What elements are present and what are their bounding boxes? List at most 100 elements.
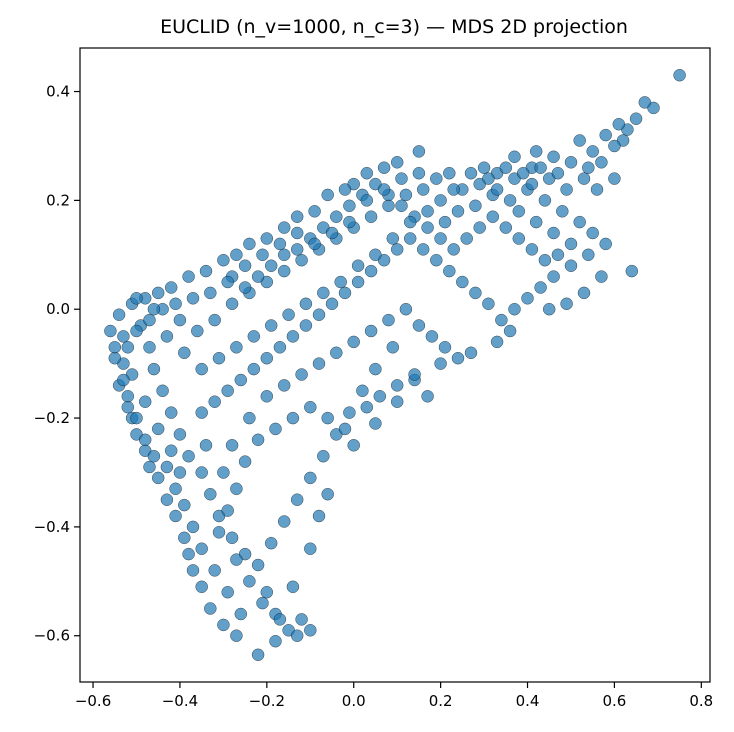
data-point [230,341,243,354]
data-point [291,226,304,240]
data-point [356,384,369,397]
data-point [286,411,300,425]
data-point [178,346,191,359]
plot-frame [79,47,711,683]
data-point [438,215,452,229]
data-point [164,406,178,419]
data-point [556,205,569,218]
data-point [343,199,356,213]
data-point [260,352,273,365]
data-point [217,618,230,632]
data-point [334,275,347,289]
data-point [447,183,460,196]
y-tick-label: 0.4 [46,83,70,101]
data-point [251,270,265,283]
axes: −0.6 −0.4 −0.2 0.0 0.2 0.4 0.6 0.8 −0.6 −0.4 −0.2… [34,47,713,710]
data-point [217,466,230,479]
data-point [343,215,356,229]
data-point [251,558,265,572]
data-point [464,346,478,359]
data-point [178,498,191,512]
data-point [547,226,560,240]
data-point [304,624,317,637]
data-point [108,341,122,354]
data-point [351,275,365,289]
data-point [577,172,591,185]
data-point [343,406,356,419]
data-point [308,237,321,251]
data-point [430,172,443,185]
data-point [369,248,382,262]
data-point [138,395,152,408]
y-tick-label: −0.6 [34,627,70,645]
data-point [338,183,352,196]
data-point [195,362,208,376]
data-point [273,237,287,251]
data-point [108,352,122,365]
data-point [199,264,213,278]
data-point [490,335,504,349]
data-point [364,210,378,223]
data-point [551,248,565,262]
data-point [312,357,326,370]
data-point [156,384,169,397]
data-point [377,183,391,196]
data-point [434,357,447,370]
data-point [530,145,543,158]
data-point [221,384,234,397]
data-point [182,450,195,463]
data-point [360,166,373,180]
data-point [430,254,443,267]
data-point [543,303,556,316]
data-point [304,401,317,414]
data-point [186,520,200,534]
data-point [560,183,573,196]
data-point [369,417,382,430]
data-point [482,297,495,310]
data-point [243,575,256,588]
data-point [538,194,552,207]
data-point [182,270,195,283]
x-tick-label: 0.2 [429,692,453,710]
data-point [382,313,395,327]
data-point [399,303,413,316]
data-point [325,226,339,240]
data-point [304,471,317,485]
data-point [291,493,304,506]
data-point [451,205,465,218]
data-point [404,232,417,245]
data-point [599,237,612,251]
data-point [260,390,273,403]
data-point [243,237,256,251]
data-point [225,297,239,310]
data-point [377,161,391,174]
data-point [243,411,256,425]
data-point [395,172,408,185]
data-point [208,564,221,577]
data-point [238,259,252,272]
y-tick-label: −0.2 [34,409,70,427]
data-point [408,368,421,381]
data-point [169,509,182,523]
data-point [421,390,434,403]
data-point [369,362,382,376]
data-point [230,248,243,262]
data-point [530,215,543,229]
data-point [347,335,360,349]
data-point [317,286,330,300]
data-point [143,313,156,327]
data-point [564,156,578,169]
data-point [425,330,439,343]
y-tick-label: −0.4 [34,518,70,536]
data-point [412,166,426,180]
data-point [351,259,365,272]
data-point [117,373,130,387]
data-point [273,613,287,626]
data-point [143,460,156,474]
data-point [295,613,308,626]
data-point [321,488,334,501]
data-point [130,292,143,305]
data-point [147,303,161,316]
data-point [282,308,295,321]
data-point [173,313,187,327]
